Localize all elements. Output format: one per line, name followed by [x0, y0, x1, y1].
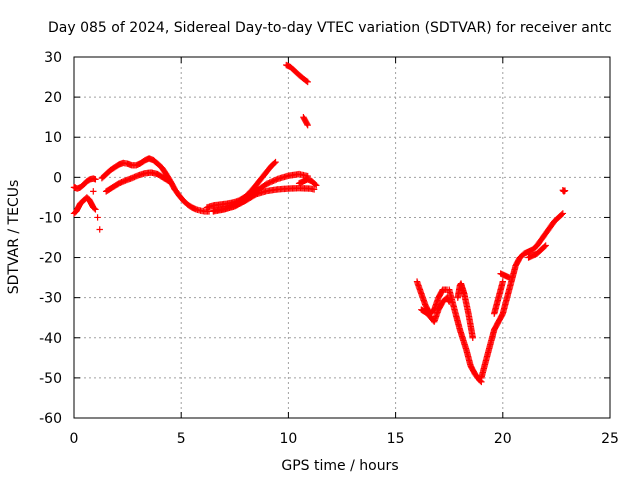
data-point-arc3-high — [303, 77, 310, 85]
data-point-arc4-fall — [477, 377, 484, 385]
data-point-arc4-branch — [506, 274, 513, 281]
data-point-arc1-lower — [167, 178, 174, 186]
y-axis-label: SDTVAR / TECUs — [6, 180, 22, 295]
x-tick-label: 10 — [279, 431, 297, 447]
x-tick-label: 15 — [387, 431, 405, 447]
data-point-early-lower — [91, 205, 98, 212]
chart-title: Day 085 of 2024, Sidereal Day-to-day VTE… — [48, 20, 612, 36]
data-point-arc2-upper — [271, 159, 278, 167]
plot-frame — [73, 56, 611, 419]
y-tick-label: -20 — [39, 251, 62, 267]
data-point-arc2-tail — [313, 182, 320, 189]
axis-ticks: 0 5 10 15 20 25 -60 -50 -40 -30 -20 -10 0 10 20 30 — [39, 50, 619, 447]
data-point-outliers — [96, 226, 103, 233]
x-tick-label: 20 — [494, 431, 512, 447]
y-tick-label: -30 — [39, 291, 62, 307]
y-tick-label: -60 — [39, 411, 62, 427]
data-point-outliers — [71, 184, 79, 191]
y-tick-label: 0 — [53, 170, 62, 186]
y-tick-label: -10 — [39, 210, 62, 226]
data-point-early-upper — [92, 176, 99, 183]
data-point-outliers — [94, 214, 101, 221]
data-point-arc1-lower — [166, 178, 173, 185]
data-point-arc4-spread — [541, 243, 548, 250]
y-tick-label: 10 — [44, 130, 62, 146]
x-tick-label: 5 — [177, 431, 186, 447]
y-tick-label: -40 — [39, 331, 62, 347]
data-marks — [70, 61, 569, 386]
y-tick-label: 30 — [44, 50, 62, 66]
x-tick-label: 25 — [601, 431, 619, 447]
data-point-arc4-rise — [559, 210, 567, 217]
data-point-arc3-mid — [304, 121, 311, 129]
data-point-arc4-end — [561, 187, 569, 194]
data-point-arc2-upper — [272, 158, 279, 166]
grid-lines — [74, 57, 610, 418]
data-point-arc4-rise — [558, 211, 565, 218]
data-point-arc4-spread — [542, 242, 549, 249]
data-point-early-lower — [92, 206, 99, 213]
y-tick-label: -50 — [39, 371, 62, 387]
data-point-outliers — [90, 188, 97, 195]
x-axis-label: GPS time / hours — [281, 458, 398, 474]
data-point-arc3-high — [304, 78, 311, 86]
data-point-arc4-peak — [469, 334, 476, 341]
data-point-arc2-tail — [312, 181, 319, 188]
data-point-arc4-rise-spike — [499, 278, 506, 285]
y-tick-label: 20 — [44, 90, 62, 106]
data-point-arc2-lower — [310, 186, 318, 193]
x-tick-label: 0 — [70, 431, 79, 447]
